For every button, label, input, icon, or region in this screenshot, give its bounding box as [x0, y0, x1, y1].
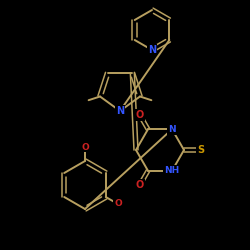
Text: N: N	[148, 45, 156, 55]
Text: N: N	[116, 106, 124, 116]
Text: O: O	[136, 110, 144, 120]
Text: S: S	[198, 145, 204, 155]
Text: O: O	[81, 142, 89, 152]
Text: O: O	[114, 200, 122, 208]
Text: O: O	[136, 180, 144, 190]
Text: NH: NH	[164, 166, 180, 175]
Text: N: N	[168, 125, 176, 134]
